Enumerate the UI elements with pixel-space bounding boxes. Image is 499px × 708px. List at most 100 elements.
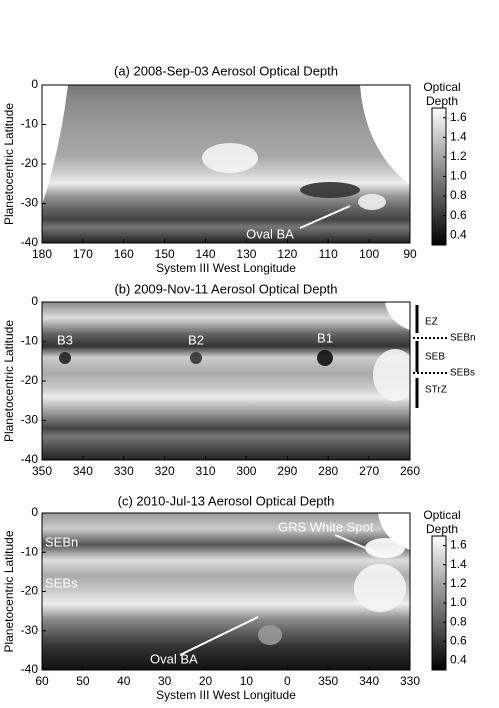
- colorbar-tick-label: 1.6: [450, 538, 467, 552]
- feature: [365, 538, 405, 558]
- x-tick-label: 10: [240, 674, 254, 688]
- limb: [42, 85, 410, 205]
- colorbar-tick-label: 1.4: [450, 557, 467, 571]
- x-tick-label: 160: [114, 247, 134, 261]
- x-tick-label: 110: [319, 247, 338, 261]
- y-tick-label: -40: [21, 662, 39, 676]
- colorbar-tick-label: 1.4: [450, 130, 467, 144]
- map-image: [42, 302, 410, 460]
- x-tick-label: 310: [196, 464, 216, 478]
- x-tick-label: 290: [277, 464, 297, 478]
- annotation-line: [299, 205, 351, 229]
- zone-label: EZ: [425, 317, 438, 328]
- x-tick-label: 150: [155, 247, 175, 261]
- map-image: [42, 85, 410, 243]
- feature: [317, 350, 333, 366]
- x-tick-label: 50: [76, 674, 90, 688]
- annotation-line: [179, 616, 259, 656]
- x-tick-label: 260: [400, 464, 420, 478]
- annotation: B2: [188, 332, 204, 347]
- x-tick-label: 330: [114, 464, 134, 478]
- feature: [190, 352, 202, 364]
- colorbar-tick-label: 1.0: [450, 169, 467, 183]
- y-tick-label: -20: [21, 584, 39, 598]
- x-tick-label: 340: [73, 464, 93, 478]
- zone-label: SEBs: [450, 368, 475, 379]
- annotation-line: [334, 534, 376, 553]
- x-tick-label: 350: [318, 674, 338, 688]
- panel-title: (a) 2008-Sep-03 Aerosol Optical Depth: [114, 63, 338, 78]
- colorbar-label: Depth: [426, 94, 458, 108]
- x-tick-label: 90: [403, 247, 417, 261]
- limb: [378, 513, 410, 550]
- panel-title: (b) 2009-Nov-11 Aerosol Optical Depth: [114, 281, 337, 296]
- x-tick-label: 140: [196, 247, 216, 261]
- colorbar-tick-label: 0.4: [450, 653, 467, 667]
- colorbar-tick-label: 1.6: [450, 110, 467, 124]
- feature: [373, 349, 410, 401]
- y-tick-label: -30: [21, 413, 39, 427]
- x-tick-label: 170: [73, 247, 93, 261]
- y-tick-label: -40: [21, 235, 39, 249]
- x-tick-label: 40: [117, 674, 131, 688]
- feature: [358, 194, 386, 210]
- panel-title: (c) 2010-Jul-13 Aerosol Optical Depth: [118, 493, 335, 508]
- y-tick-label: -10: [21, 334, 39, 348]
- x-tick-label: 350: [32, 464, 52, 478]
- y-tick-label: -20: [21, 156, 39, 170]
- x-tick-label: 20: [199, 674, 213, 688]
- x-tick-label: 130: [236, 247, 256, 261]
- colorbar-label: Optical: [423, 80, 460, 94]
- x-tick-label: 300: [236, 464, 256, 478]
- x-axis-label: System III West Longitude: [156, 688, 296, 702]
- colorbar-tick-label: 0.8: [450, 188, 467, 202]
- annotation: B3: [57, 332, 73, 347]
- y-tick-label: 0: [31, 77, 38, 91]
- x-tick-label: 320: [155, 464, 175, 478]
- x-tick-label: 0: [284, 674, 291, 688]
- y-tick-label: -30: [21, 623, 39, 637]
- x-tick-label: 330: [400, 674, 420, 688]
- colorbar-tick-label: 1.0: [450, 595, 467, 609]
- x-tick-label: 280: [318, 464, 338, 478]
- y-axis-label: Planetocentric Latitude: [2, 530, 16, 652]
- annotation: SEBn: [45, 534, 78, 549]
- x-tick-label: 30: [158, 674, 172, 688]
- y-tick-label: -10: [21, 544, 39, 558]
- colorbar-tick-label: 0.8: [450, 614, 467, 628]
- feature: [202, 143, 258, 173]
- annotation: B1: [317, 330, 333, 345]
- map-background: [42, 302, 410, 460]
- y-axis-label: Planetocentric Latitude: [2, 103, 16, 225]
- x-axis-label: System III West Longitude: [156, 261, 296, 275]
- feature: [354, 564, 406, 612]
- x-tick-label: 60: [35, 674, 49, 688]
- annotation: GRS White Spot: [278, 519, 374, 534]
- colorbar-tick-label: 0.6: [450, 208, 467, 222]
- x-tick-label: 100: [359, 247, 379, 261]
- zone-label: STrZ: [425, 385, 447, 396]
- feature: [59, 352, 71, 364]
- x-tick-label: 270: [359, 464, 379, 478]
- colorbar-label: Optical: [423, 508, 460, 522]
- y-tick-label: -20: [21, 373, 39, 387]
- y-tick-label: -40: [21, 452, 39, 466]
- colorbar-tick-label: 0.4: [450, 227, 467, 241]
- annotation: SEBs: [45, 575, 78, 590]
- feature: [300, 182, 360, 198]
- feature: [258, 625, 282, 645]
- colorbar-tick-label: 1.2: [450, 149, 467, 163]
- x-tick-label: 340: [359, 674, 379, 688]
- map-image: [42, 513, 410, 670]
- limb: [385, 302, 410, 330]
- map-background: [42, 513, 410, 670]
- x-tick-label: 120: [277, 247, 297, 261]
- colorbar-tick-label: 0.6: [450, 633, 467, 647]
- annotation: Oval BA: [150, 651, 198, 666]
- zone-label: SEBn: [450, 333, 476, 344]
- y-axis-label: Planetocentric Latitude: [2, 320, 16, 442]
- y-tick-label: 0: [31, 294, 38, 308]
- y-tick-label: -30: [21, 196, 39, 210]
- x-tick-label: 180: [32, 247, 52, 261]
